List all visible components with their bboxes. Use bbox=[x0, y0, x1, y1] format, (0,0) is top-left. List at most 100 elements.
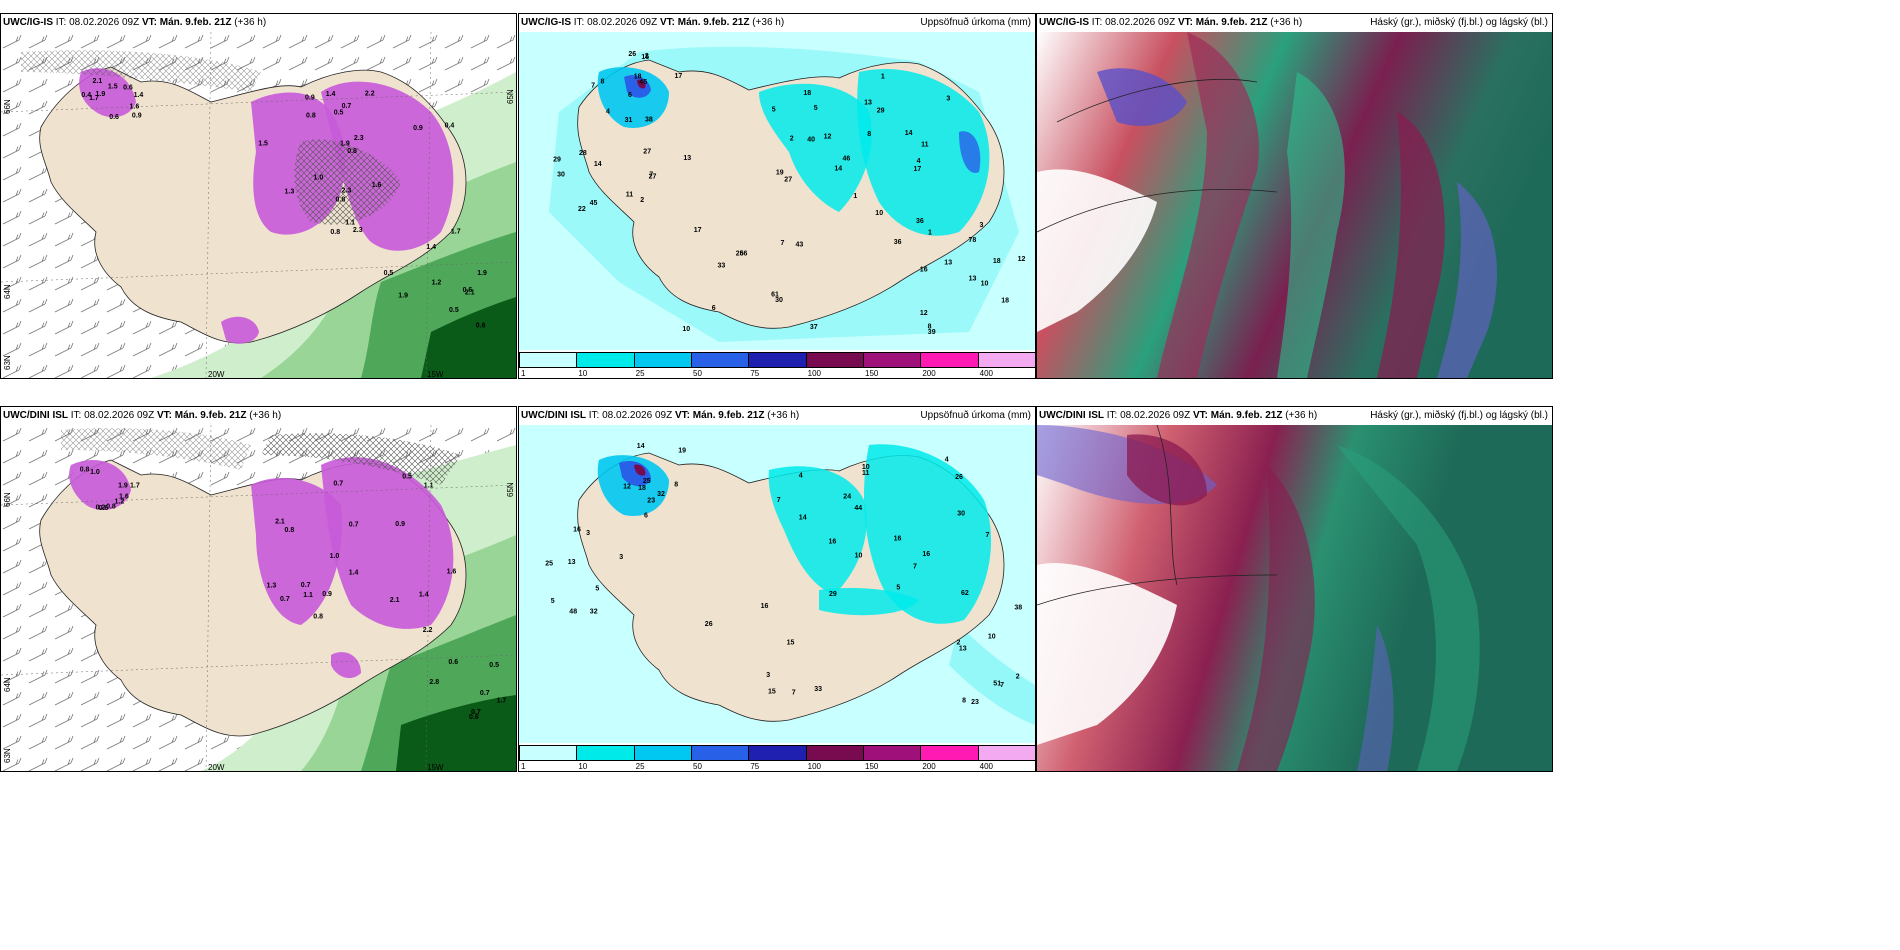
value-label: 62 bbox=[961, 590, 969, 597]
value-label: 13 bbox=[959, 645, 967, 652]
value-label: 0.9 bbox=[413, 125, 423, 132]
panel-header: UWC/DINI ISL IT: 08.02.2026 09Z VT: Mán.… bbox=[519, 407, 1035, 425]
panel-header: UWC/IG-IS IT: 08.02.2026 09Z VT: Mán. 9.… bbox=[519, 14, 1035, 32]
value-label: 1.7 bbox=[497, 698, 507, 705]
legend-swatch bbox=[748, 352, 807, 368]
cloud-map-panel-1: UWC/IG-IS IT: 08.02.2026 09Z VT: Mán. 9.… bbox=[1036, 13, 1553, 379]
legend-swatch bbox=[633, 352, 692, 368]
precip-map: 6548762531028377131718222618191439455645… bbox=[519, 32, 1035, 352]
value-label: 26 bbox=[955, 474, 963, 481]
model-name: UWC/DINI ISL bbox=[1039, 410, 1104, 421]
value-label: 6 bbox=[628, 92, 632, 99]
init-time: 08.02.2026 09Z bbox=[587, 17, 658, 28]
value-label: 1.2 bbox=[115, 499, 125, 506]
value-label: 3 bbox=[619, 554, 623, 561]
value-label: 27 bbox=[784, 177, 792, 184]
legend-swatch bbox=[691, 745, 750, 761]
init-time: 08.02.2026 09Z bbox=[602, 410, 673, 421]
value-label: 28 bbox=[579, 150, 587, 157]
precip-title: Uppsöfnuð úrkoma (mm) bbox=[920, 17, 1031, 28]
valid-time: Mán. 9.feb. 21Z bbox=[1210, 410, 1283, 421]
value-label: 2.8 bbox=[429, 679, 439, 686]
value-label: 1.9 bbox=[340, 141, 350, 148]
value-label: 1 bbox=[928, 229, 932, 236]
value-label: 8 bbox=[962, 698, 966, 705]
value-label: 1.1 bbox=[303, 592, 313, 599]
value-label: 0.5 bbox=[334, 110, 344, 117]
vt-label: VT: bbox=[1177, 17, 1193, 28]
value-label: 1.7 bbox=[451, 229, 461, 236]
value-label: 1.4 bbox=[419, 592, 429, 599]
value-label: 17 bbox=[675, 73, 683, 80]
value-label: 24 bbox=[843, 493, 851, 500]
value-label: 5 bbox=[896, 584, 900, 591]
legend-tick: 200 bbox=[922, 369, 936, 378]
value-label: 0.9 bbox=[132, 113, 142, 120]
value-label: 2.3 bbox=[354, 135, 364, 142]
it-label: IT: bbox=[55, 17, 67, 28]
value-label: 2 bbox=[957, 639, 961, 646]
value-label: 2.3 bbox=[342, 188, 352, 195]
value-label: 32 bbox=[590, 608, 598, 615]
value-label: 1.4 bbox=[426, 244, 436, 251]
model-name: UWC/IG-IS bbox=[3, 17, 53, 28]
value-label: 1.9 bbox=[96, 91, 106, 98]
legend-tick: 150 bbox=[865, 369, 879, 378]
value-label: 17 bbox=[694, 227, 702, 234]
value-label: 16 bbox=[894, 535, 902, 542]
vt-label: VT: bbox=[674, 410, 690, 421]
value-label: 32 bbox=[657, 491, 665, 498]
value-label: 25 bbox=[643, 478, 651, 485]
value-label: 3 bbox=[766, 672, 770, 679]
legend-tick: 1 bbox=[521, 762, 526, 771]
value-label: 1.5 bbox=[108, 84, 118, 91]
value-label: 4 bbox=[945, 456, 949, 463]
it-label: IT: bbox=[1091, 17, 1103, 28]
value-label: 1.7 bbox=[89, 95, 99, 102]
value-label: 0.6 bbox=[463, 287, 473, 294]
value-label: 4 bbox=[606, 108, 610, 115]
legend-swatch bbox=[633, 745, 692, 761]
value-label: 1 bbox=[853, 193, 857, 200]
value-label: 6 bbox=[712, 305, 716, 312]
value-label: 13 bbox=[864, 100, 872, 107]
value-label: 16 bbox=[761, 603, 769, 610]
legend-tick: 100 bbox=[807, 762, 822, 771]
panel-header: UWC/DINI ISL IT: 08.02.2026 09Z VT: Mán.… bbox=[1037, 407, 1552, 425]
value-label: 0.7 bbox=[280, 596, 290, 603]
value-label: 1.5 bbox=[258, 140, 268, 147]
value-label: 1.6 bbox=[130, 104, 140, 111]
valid-time: Mán. 9.feb. 21Z bbox=[1195, 17, 1268, 28]
value-label: 30 bbox=[775, 297, 783, 304]
value-label: 16 bbox=[922, 551, 930, 558]
cloud-map bbox=[1037, 425, 1552, 771]
value-label: 45 bbox=[590, 200, 598, 207]
panel-header: UWC/DINI ISL IT: 08.02.2026 09Z VT: Mán.… bbox=[1, 407, 516, 425]
value-label: 19 bbox=[776, 170, 784, 177]
value-label: 0.8 bbox=[306, 112, 316, 119]
value-label: 8 bbox=[674, 482, 678, 489]
value-label: 0.9 bbox=[395, 521, 405, 528]
legend-swatch bbox=[805, 745, 864, 761]
legend-swatch bbox=[576, 745, 635, 761]
model-name: UWC/IG-IS bbox=[521, 17, 571, 28]
wind-snow-map-panel-1: UWC/IG-IS IT: 08.02.2026 09Z VT: Mán. 9.… bbox=[0, 13, 517, 379]
panel-header: UWC/IG-IS IT: 08.02.2026 09Z VT: Mán. 9.… bbox=[1037, 14, 1552, 32]
value-label: 17 bbox=[914, 166, 922, 173]
value-label: 23 bbox=[647, 497, 655, 504]
value-label: 12 bbox=[920, 310, 928, 317]
value-label: 0.6 bbox=[476, 323, 486, 330]
value-label: 11 bbox=[626, 191, 634, 198]
precip-map-panel-1: UWC/IG-IS IT: 08.02.2026 09Z VT: Mán. 9.… bbox=[518, 13, 1036, 379]
value-label: 37 bbox=[810, 324, 818, 331]
model-name: UWC/DINI ISL bbox=[3, 410, 68, 421]
value-label: 14 bbox=[905, 130, 913, 137]
lat-label: 66N bbox=[3, 492, 12, 507]
value-label: 10 bbox=[875, 210, 883, 217]
precip-map-panel-2: UWC/DINI ISL IT: 08.02.2026 09Z VT: Mán.… bbox=[518, 406, 1036, 772]
lat-label: 63N bbox=[3, 748, 12, 763]
value-label: 0.5 bbox=[449, 307, 459, 314]
legend-swatch bbox=[863, 352, 922, 368]
value-label: 0.8 bbox=[347, 148, 357, 155]
value-label: 0.8 bbox=[285, 527, 295, 534]
